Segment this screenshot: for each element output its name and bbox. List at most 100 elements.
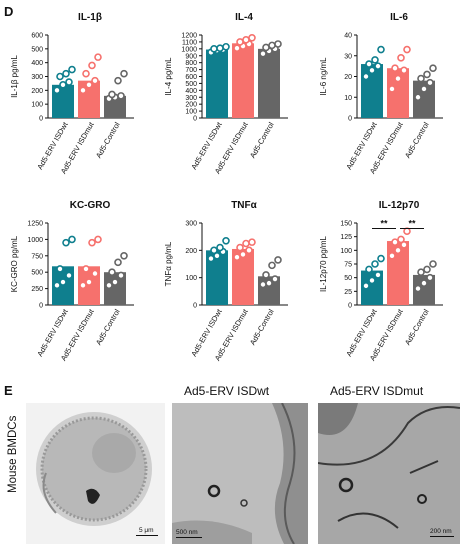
chart3-bar-2: [387, 68, 409, 118]
chart5-ytick-label: 300: [185, 221, 197, 228]
chart1-ytick-label: 0: [39, 116, 43, 123]
scale-bar-1: [136, 535, 158, 536]
chart3-ytick-label: 30: [344, 53, 352, 60]
chart2-point: [242, 36, 250, 44]
chart6-ylabel: IL-12p70 pg/mL: [319, 235, 328, 292]
chart6-ytick-label: 50: [344, 275, 352, 282]
chart6-point: [429, 260, 437, 268]
chart1-point: [91, 76, 99, 85]
chart2-point: [233, 44, 241, 52]
chart5-point: [259, 280, 267, 289]
chart1-point: [62, 69, 70, 78]
chart1-ytick-label: 400: [31, 60, 43, 67]
chart3-point: [368, 66, 376, 75]
chart4-ytick-label: 1000: [27, 237, 43, 244]
chart6-point: [414, 284, 422, 293]
chart5-point: [265, 279, 273, 287]
chart4-ytick-label: 1250: [27, 221, 43, 228]
chart6-point: [371, 260, 379, 268]
chart1-title: IL-1β: [78, 12, 102, 23]
chart2-point: [216, 44, 224, 52]
chart5-point: [262, 271, 270, 279]
chart4-point: [117, 271, 125, 280]
chart4-category-label: Ad5-Control: [94, 307, 122, 346]
chart4-ytick-label: 0: [39, 303, 43, 310]
em-image-wt: 500 nm: [172, 403, 308, 544]
chart3-point: [371, 56, 379, 64]
chart3-ytick-label: 20: [344, 74, 352, 81]
chart3-point: [394, 74, 402, 83]
chart6-point: [397, 235, 405, 244]
chart3-ylabel: IL-6 ng/mL: [319, 57, 328, 96]
chart4-point: [85, 278, 93, 286]
chart1-point: [79, 86, 87, 95]
chart1-point: [53, 86, 61, 95]
chart3-point: [374, 62, 382, 70]
chart6-point: [423, 265, 431, 274]
chart4-bar-3: [104, 272, 126, 305]
chart2-point: [274, 40, 282, 48]
chart4-point: [108, 268, 116, 277]
chart6-sig-label: **: [408, 218, 416, 228]
chart2-point: [259, 49, 267, 58]
em-caption-wt: Ad5-ERV ISDwt: [184, 384, 270, 398]
chart6-point: [400, 241, 408, 249]
chart6-point: [377, 254, 385, 263]
chart5-ytick-label: 100: [185, 275, 197, 282]
chart1-point: [56, 72, 64, 81]
chart5-point: [216, 243, 224, 252]
chart4-point: [114, 258, 122, 267]
scale-bar-2: [176, 537, 202, 538]
chart6-point: [388, 252, 396, 260]
chart4-ytick-label: 750: [31, 253, 43, 260]
chart5-point: [239, 250, 247, 259]
chart2-point: [262, 43, 270, 52]
chart1-ytick-label: 500: [31, 46, 43, 53]
scale-bar-3: [430, 536, 454, 537]
chart1-point: [120, 69, 128, 78]
chart4-point: [62, 238, 70, 247]
chart4-point: [91, 269, 99, 278]
chart5-title: TNFα: [231, 200, 257, 211]
chart5-point: [207, 254, 215, 263]
chart5-bar-2: [232, 248, 254, 305]
chart6-ytick-label: 150: [340, 221, 352, 228]
chart6-point: [362, 282, 370, 290]
chart5-point: [268, 261, 276, 270]
chart3-point: [403, 45, 411, 54]
chart3-category-label: Ad5-Control: [403, 120, 431, 159]
chart3-point: [420, 85, 428, 93]
chart1-point: [114, 76, 122, 85]
em-image-cell: 5 μm: [26, 403, 165, 544]
chart2-point: [210, 45, 218, 53]
chart5-point: [236, 243, 244, 252]
chart3-point: [429, 64, 437, 72]
chart3-point: [397, 54, 405, 62]
chart5-ytick-label: 200: [185, 248, 197, 255]
chart1-ytick-label: 300: [31, 74, 43, 81]
chart3-bar-3: [413, 80, 435, 118]
chart4-point: [59, 278, 67, 286]
chart4-point: [65, 271, 73, 280]
em-caption-mut: Ad5-ERV ISDmut: [330, 384, 424, 398]
chart5-point: [210, 246, 218, 255]
chart2-bar-2: [232, 43, 254, 118]
chart2-ytick-label: 800: [185, 60, 197, 67]
chart4-point: [94, 235, 102, 244]
chart6-point: [420, 279, 428, 287]
chart1-ytick-label: 100: [31, 102, 43, 109]
chart1-ytick-label: 600: [31, 33, 43, 40]
chart1-ylabel: IL-1β pg/mL: [10, 55, 19, 98]
chart4-point: [56, 265, 64, 273]
chart3-ytick-label: 0: [348, 116, 352, 123]
chart6-point: [417, 268, 425, 277]
chart1-category-label: Ad5-Control: [94, 120, 122, 159]
chart5-category-label: Ad5-Control: [248, 307, 276, 346]
chart5-ytick-label: 0: [193, 303, 197, 310]
scale-label-3: 200 nm: [430, 528, 452, 535]
chart4-ytick-label: 500: [31, 270, 43, 277]
chart1-point: [82, 69, 90, 78]
chart4-point: [88, 238, 96, 247]
